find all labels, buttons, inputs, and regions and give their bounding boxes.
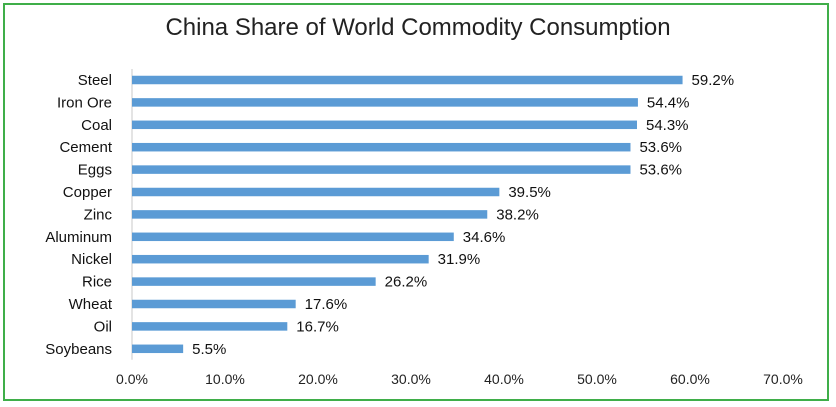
- category-label: Iron Ore: [57, 94, 112, 111]
- data-label: 54.3%: [646, 117, 689, 134]
- category-label: Soybeans: [45, 341, 112, 358]
- x-tick-label: 30.0%: [391, 371, 431, 387]
- bar: [132, 232, 454, 242]
- bar: [132, 210, 488, 219]
- chart-frame: [3, 3, 829, 401]
- data-label: 5.5%: [192, 341, 226, 358]
- category-label: Eggs: [78, 162, 112, 179]
- category-label: Nickel: [71, 251, 112, 268]
- data-label: 38.2%: [496, 206, 539, 223]
- data-label: 53.6%: [639, 139, 682, 156]
- data-label: 31.9%: [438, 251, 481, 268]
- bar: [132, 254, 429, 264]
- bar: [132, 277, 376, 286]
- category-label: Coal: [81, 117, 112, 134]
- bar: [132, 187, 500, 197]
- category-label: Rice: [82, 274, 112, 291]
- category-label: Oil: [94, 318, 112, 335]
- data-label: 34.6%: [463, 229, 506, 246]
- data-label: 17.6%: [305, 296, 348, 313]
- chart-title: China Share of World Commodity Consumpti…: [165, 14, 671, 41]
- category-label: Copper: [63, 184, 112, 201]
- data-label: 39.5%: [508, 184, 551, 201]
- data-label: 53.6%: [639, 162, 682, 179]
- x-tick-label: 10.0%: [205, 371, 245, 387]
- bar: [132, 344, 184, 354]
- category-label: Zinc: [84, 206, 113, 223]
- category-label: Cement: [59, 139, 112, 156]
- x-tick-label: 50.0%: [577, 371, 617, 387]
- bar: [132, 98, 638, 107]
- bar: [132, 299, 296, 309]
- data-label: 59.2%: [692, 72, 735, 89]
- x-tick-label: 60.0%: [670, 371, 710, 387]
- bar: [132, 75, 683, 85]
- x-tick-label: 40.0%: [484, 371, 524, 387]
- data-label: 16.7%: [296, 318, 339, 335]
- bar: [132, 142, 631, 152]
- bar: [132, 165, 631, 174]
- data-label: 26.2%: [385, 274, 428, 291]
- bar: [132, 120, 637, 130]
- x-tick-label: 0.0%: [116, 371, 148, 387]
- bar: [132, 322, 288, 331]
- x-tick-label: 20.0%: [298, 371, 338, 387]
- data-label: 54.4%: [647, 94, 690, 111]
- x-tick-label: 70.0%: [763, 371, 803, 387]
- category-label: Wheat: [69, 296, 113, 313]
- category-label: Aluminum: [45, 229, 112, 246]
- category-label: Steel: [78, 72, 112, 89]
